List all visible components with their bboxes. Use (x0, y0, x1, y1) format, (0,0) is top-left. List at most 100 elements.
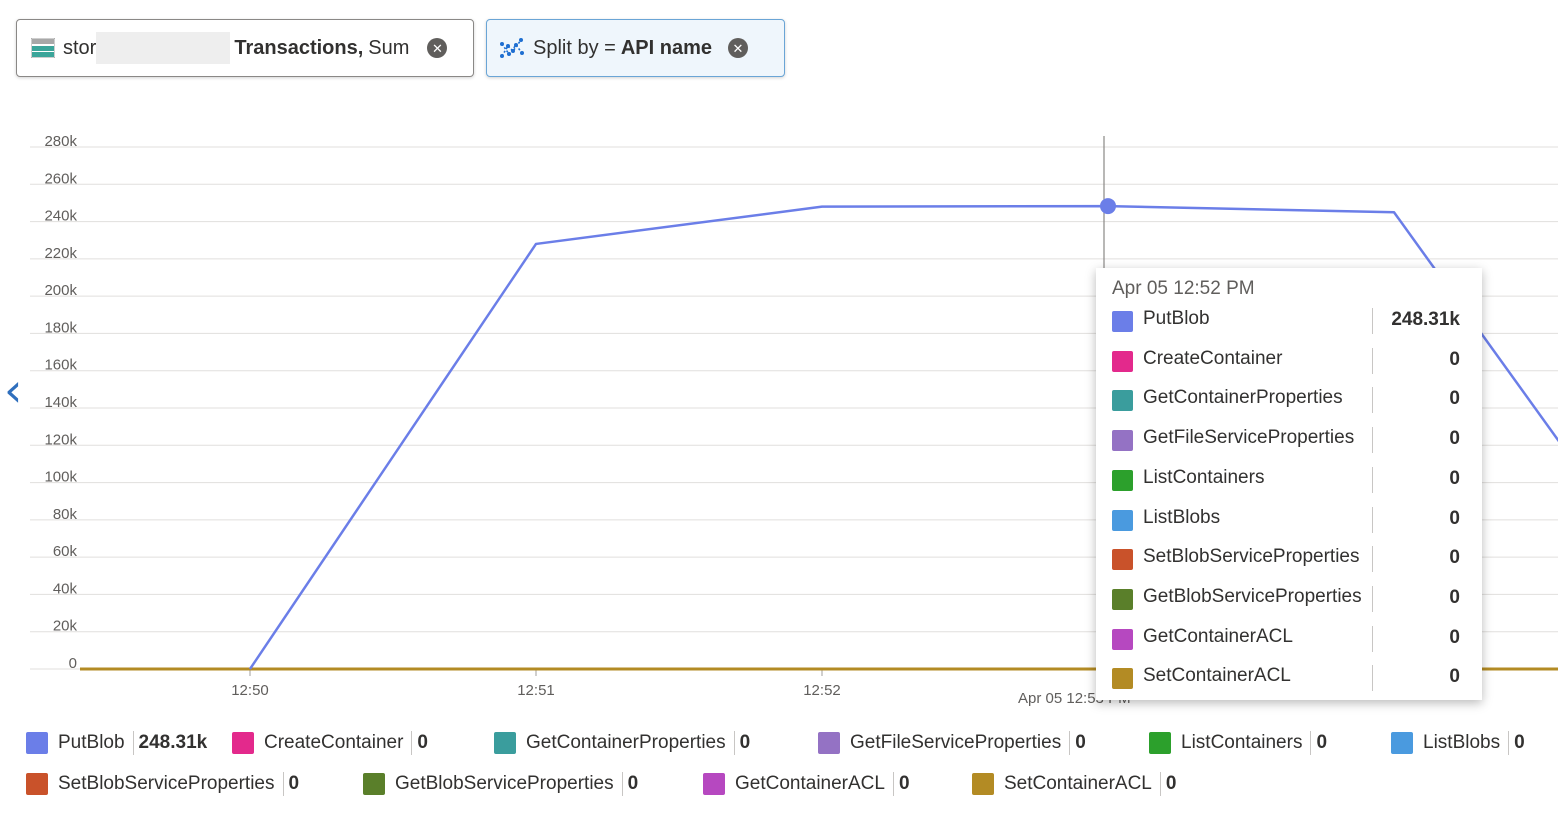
legend-item[interactable]: SetBlobServiceProperties 0 (26, 769, 299, 799)
hover-point-putblob (1100, 198, 1116, 215)
tooltip-series-value: 0 (1449, 586, 1460, 608)
tooltip-swatch (1112, 668, 1133, 690)
tooltip-series-name: GetContainerProperties (1143, 387, 1343, 409)
tooltip-row: PutBlob 248.31k (1112, 302, 1462, 342)
tooltip-row: CreateContainer 0 (1112, 342, 1462, 382)
legend-swatch (232, 732, 254, 754)
y-tick-label: 200k (44, 282, 77, 299)
y-tick-label: 40k (53, 580, 78, 597)
legend-swatch (818, 732, 840, 754)
tooltip-row: ListContainers 0 (1112, 461, 1462, 501)
legend-series-value: 0 (1075, 732, 1086, 753)
legend-series-value: 0 (1316, 732, 1328, 753)
legend-divider (282, 772, 284, 796)
y-tick-label: 100k (44, 469, 77, 486)
legend-series-name: GetBlobServiceProperties (395, 773, 614, 794)
remove-metric-icon[interactable]: ✕ (427, 38, 448, 58)
y-tick-label: 0 (69, 655, 77, 672)
tooltip-swatch (1112, 350, 1133, 372)
x-tick-label: 12:51 (517, 682, 555, 699)
tooltip-swatch (1112, 430, 1133, 452)
y-tick-label: 140k (44, 394, 77, 411)
tooltip-swatch (1112, 628, 1133, 650)
legend-series-value: 0 (1165, 773, 1177, 794)
tooltip-divider (1372, 625, 1373, 652)
y-tick-label: 220k (44, 245, 77, 262)
legend-series-name: ListContainers (1181, 732, 1303, 753)
legend-divider (132, 731, 134, 755)
y-tick-label: 240k (44, 208, 77, 225)
tooltip-row: GetContainerProperties 0 (1112, 381, 1462, 421)
prev-period-chevron[interactable]: ‹ (4, 363, 22, 417)
hover-tooltip: Apr 05 12:52 PM PutBlob 248.31k CreateCont… (1096, 268, 1482, 700)
split-dimension: API name (620, 36, 712, 59)
legend-series-value: 0 (288, 773, 300, 794)
tooltip-series-value: 0 (1449, 388, 1460, 410)
legend-series-value: 0 (1514, 732, 1525, 753)
x-axis-ticks: 12:50 12:51 12:52 (231, 669, 841, 699)
tooltip-series-name: ListContainers (1143, 466, 1265, 488)
split-scatter-icon (500, 38, 524, 58)
tooltip-divider (1372, 427, 1373, 454)
legend-divider (1508, 731, 1510, 755)
tooltip-series-value: 248.31k (1391, 309, 1460, 330)
legend-series-value: 248.31k (138, 732, 208, 753)
storage-account-icon (31, 38, 55, 58)
series-line-putblob (248, 204, 1558, 670)
tooltip-row: ListBlobs 0 (1112, 501, 1462, 541)
tooltip-swatch (1112, 549, 1133, 571)
y-tick-label: 60k (53, 543, 78, 560)
legend-divider (1159, 772, 1161, 796)
tooltip-series-name: GetBlobServiceProperties (1143, 585, 1362, 607)
y-tick-label: 20k (53, 618, 78, 635)
tooltip-series-value: 0 (1449, 666, 1460, 688)
tooltip-divider (1372, 585, 1373, 612)
legend-item[interactable]: GetContainerACL 0 (703, 769, 910, 799)
tooltip-divider (1372, 347, 1373, 374)
tooltip-swatch (1112, 311, 1133, 332)
legend-item[interactable]: GetBlobServiceProperties 0 (363, 769, 638, 799)
tooltip-series-name: SetBlobServiceProperties (1143, 546, 1360, 568)
split-pill[interactable]: Split by = API name ✕ (486, 19, 785, 77)
tooltip-row: SetBlobServiceProperties 0 (1112, 540, 1462, 580)
legend-series-name: SetContainerACL (1004, 773, 1152, 794)
tooltip-swatch (1112, 509, 1133, 531)
legend-swatch (26, 773, 48, 795)
metric-pill[interactable]: stor Transactions, Sum ✕ (16, 19, 474, 77)
tooltip-series-value: 0 (1449, 428, 1460, 450)
tooltip-series-value: 0 (1449, 348, 1460, 370)
legend-series-name: GetFileServiceProperties (850, 732, 1062, 753)
legend-item[interactable]: ListBlobs 0 (1391, 728, 1525, 758)
legend-divider (1069, 731, 1071, 755)
legend-swatch (1391, 732, 1413, 754)
tooltip-divider (1372, 665, 1373, 692)
legend-item[interactable]: ListContainers 0 (1149, 728, 1327, 758)
legend-item[interactable]: GetFileServiceProperties 0 (818, 728, 1086, 758)
tooltip-series-name: ListBlobs (1143, 506, 1221, 528)
legend-divider (733, 731, 735, 755)
legend-divider (411, 731, 413, 755)
y-tick-label: 260k (44, 170, 77, 187)
legend-series-value: 0 (898, 773, 910, 794)
tooltip-divider (1372, 308, 1373, 334)
legend-item[interactable]: SetContainerACL 0 (972, 769, 1176, 799)
aggregation-name: Sum (368, 36, 410, 59)
remove-split-icon[interactable]: ✕ (727, 38, 748, 58)
y-tick-label: 80k (53, 506, 78, 523)
legend-divider (892, 772, 894, 796)
tooltip-row: GetContainerACL 0 (1112, 620, 1462, 660)
legend-item[interactable]: CreateContainer 0 (232, 728, 428, 758)
tooltip-series-name: GetFileServiceProperties (1143, 427, 1355, 449)
legend-swatch (972, 773, 994, 795)
legend-item[interactable]: PutBlob 248.31k (26, 728, 207, 758)
tooltip-series-value: 0 (1449, 507, 1460, 529)
legend-series-value: 0 (417, 732, 428, 753)
legend-series-value: 0 (739, 732, 751, 753)
legend-divider (621, 772, 623, 796)
tooltip-row: GetFileServiceProperties 0 (1112, 421, 1462, 461)
metric-name: Transactions, (234, 36, 364, 59)
legend-item[interactable]: GetContainerProperties 0 (494, 728, 750, 758)
tooltip-time: Apr 05 12:52 PM (1112, 278, 1255, 299)
y-tick-label: 160k (44, 357, 77, 374)
tooltip-divider (1372, 387, 1373, 414)
